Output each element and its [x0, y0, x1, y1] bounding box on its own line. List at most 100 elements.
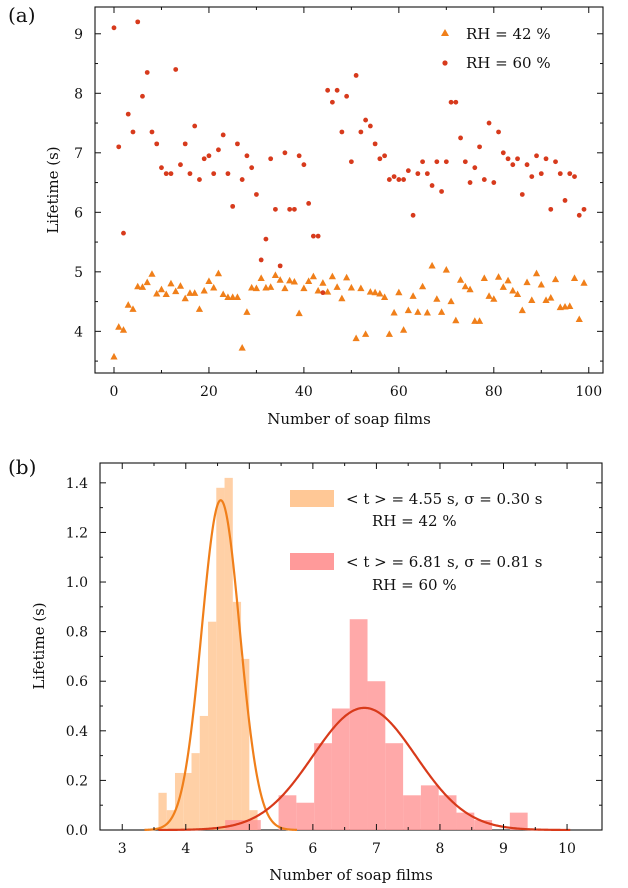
legend-a-rh60-marker [442, 60, 448, 66]
data-point-rh60 [277, 263, 283, 269]
data-point-rh42 [409, 292, 417, 299]
histogram-bar-rh60 [438, 795, 457, 830]
legend-b-rh60-stats: < t > = 6.81 s, σ = 0.81 s [346, 553, 542, 571]
data-point-rh60 [396, 177, 402, 182]
y-tick-label: 0.2 [66, 773, 88, 789]
data-point-rh60 [197, 177, 202, 182]
data-point-rh42 [452, 316, 460, 324]
y-tick-label: 0.4 [66, 724, 88, 740]
data-point-rh42 [115, 323, 123, 330]
x-tick-label: 5 [245, 841, 254, 857]
data-point-rh42 [210, 283, 218, 291]
gaussian-fit-rh42 [144, 499, 298, 831]
data-point-rh42 [357, 284, 365, 292]
x-tick-label: 7 [372, 841, 381, 857]
data-point-rh42 [537, 280, 545, 288]
data-point-rh60 [296, 153, 302, 159]
data-point-rh42 [333, 283, 341, 290]
data-point-rh42 [551, 275, 560, 283]
x-tick-label: 100 [575, 384, 602, 400]
panel-a-legend: RH = 42 % RH = 60 % [441, 25, 551, 72]
data-point-rh42 [129, 305, 137, 312]
data-point-rh60 [572, 174, 577, 180]
legend-b-rh42-stats: < t > = 4.55 s, σ = 0.30 s [346, 490, 542, 508]
histogram-bar-rh42 [224, 477, 233, 830]
data-point-rh60 [415, 171, 421, 177]
panel-b-label: (b) [8, 455, 36, 479]
data-point-rh60 [443, 159, 449, 165]
data-point-rh60 [472, 165, 478, 171]
legend-b-rh60-label: RH = 60 % [372, 576, 457, 594]
histogram-bar-rh60 [331, 708, 350, 830]
data-point-rh42 [286, 276, 294, 284]
y-tick-label: 1.4 [66, 476, 88, 492]
legend-a-rh60-label: RH = 60 % [466, 54, 551, 72]
data-point-rh60 [268, 156, 274, 162]
histogram-bar-rh60 [278, 795, 297, 830]
data-point-rh42 [381, 293, 389, 301]
data-point-rh42 [295, 309, 303, 317]
histogram-bar-rh42 [232, 601, 242, 830]
legend-a-rh42-label: RH = 42 % [466, 25, 551, 43]
data-point-rh60 [130, 129, 136, 135]
data-point-rh60 [258, 257, 264, 263]
data-point-rh60 [524, 162, 530, 168]
data-point-rh42 [181, 294, 189, 302]
data-point-rh60 [453, 99, 459, 105]
data-point-rh42 [385, 330, 393, 337]
data-point-rh60 [557, 171, 563, 177]
data-point-rh42 [528, 296, 536, 303]
data-point-rh42 [267, 283, 275, 290]
x-tick-label: 9 [499, 841, 508, 857]
data-point-rh60 [576, 212, 582, 218]
data-point-rh60 [225, 171, 231, 177]
data-point-rh60 [344, 93, 350, 99]
data-point-rh60 [273, 206, 278, 212]
data-point-rh60 [434, 159, 440, 165]
data-point-rh42 [314, 286, 322, 294]
data-point-rh42 [404, 306, 412, 314]
data-point-rh60 [244, 153, 250, 159]
data-point-rh60 [358, 129, 364, 135]
data-point-rh42 [362, 330, 370, 337]
data-point-rh42 [504, 276, 512, 284]
data-point-rh42 [466, 285, 474, 293]
panel-a-xlabel: Number of soap films [267, 410, 431, 428]
data-point-rh42 [414, 308, 422, 315]
x-tick-label: 0 [110, 384, 119, 400]
data-point-rh60 [339, 129, 345, 135]
y-tick-label: 9 [74, 27, 83, 43]
data-point-rh42 [475, 317, 484, 324]
histogram-bar-rh42 [191, 753, 200, 830]
data-point-rh42 [490, 295, 498, 302]
y-tick-label: 6 [74, 205, 83, 221]
panel-b-ticks: 3 4 5 6 7 8 9 10 0.0 0.2 0.4 0.6 0.8 1.0 1.2 1.4 [66, 463, 602, 857]
data-point-rh42 [214, 269, 223, 277]
data-point-rh60 [462, 159, 468, 165]
data-point-rh60 [519, 192, 525, 197]
data-point-rh42 [395, 288, 403, 296]
data-point-rh60 [239, 177, 245, 182]
data-point-rh42 [186, 289, 194, 296]
data-point-rh60 [230, 203, 236, 209]
data-point-rh42 [176, 282, 185, 289]
histogram-bar-rh60 [403, 795, 421, 830]
panel-b-xlabel: Number of soap films [269, 866, 433, 884]
data-point-rh42 [566, 302, 574, 309]
data-point-rh42 [200, 286, 208, 294]
data-point-rh60 [282, 150, 288, 156]
data-point-rh42 [338, 294, 346, 302]
data-point-rh42 [309, 272, 317, 280]
data-point-rh60 [182, 141, 188, 147]
data-point-rh42 [110, 352, 118, 360]
x-tick-label: 3 [118, 841, 127, 857]
legend-b-rh60-swatch [290, 553, 334, 570]
data-point-rh42 [281, 284, 289, 292]
data-point-rh42 [257, 274, 265, 281]
data-point-rh60 [254, 192, 259, 197]
data-point-rh42 [371, 288, 379, 296]
data-point-rh60 [235, 141, 240, 147]
data-point-rh42 [485, 292, 493, 299]
histogram-bar-rh60 [474, 820, 493, 830]
data-point-rh60 [201, 156, 207, 162]
